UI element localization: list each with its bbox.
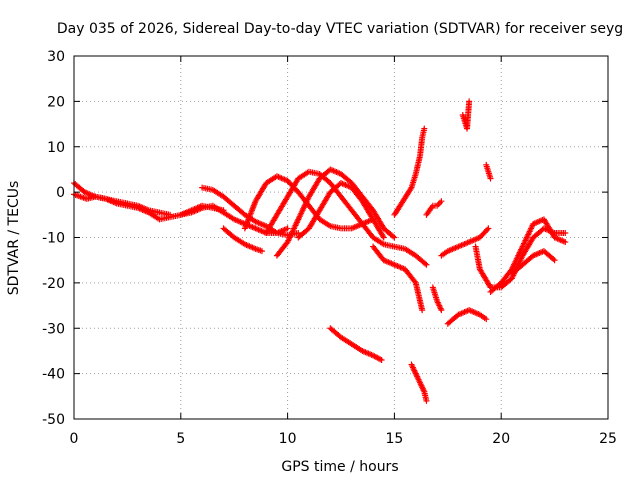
series-arc-10 (327, 325, 385, 364)
y-tick-label: -30 (42, 321, 65, 337)
series-arc-12 (391, 125, 428, 218)
series-arc-19 (483, 161, 494, 182)
series-arc-8 (273, 166, 398, 259)
data-point (167, 211, 174, 218)
y-tick-label: -20 (42, 276, 65, 292)
data-point-fill (550, 256, 557, 263)
data-point-fill (390, 233, 397, 240)
y-tick-label: 30 (47, 49, 65, 65)
data-point-fill (484, 226, 491, 233)
data-point (419, 307, 426, 314)
x-axis-label: GPS time / hours (281, 459, 398, 475)
data-point-fill (486, 283, 493, 290)
series-arc-21 (487, 216, 569, 295)
x-tick-label: 15 (385, 431, 403, 447)
data-point (562, 239, 569, 246)
y-tick-label: 20 (47, 94, 65, 110)
series-arc-11 (370, 243, 426, 314)
x-tick-label: 10 (279, 431, 297, 447)
data-point (378, 357, 385, 364)
data-point (466, 98, 473, 105)
y-tick-label: -10 (42, 231, 65, 247)
data-point (562, 229, 569, 236)
data-point (391, 234, 398, 241)
series-arc-2 (71, 191, 174, 218)
data-point (551, 257, 558, 264)
y-tick-label: -40 (42, 367, 65, 383)
series-arc-15 (429, 284, 445, 314)
series-arc-16 (438, 225, 492, 259)
series-arc-17 (444, 307, 490, 327)
data-point-fill (379, 233, 386, 240)
data-point (423, 397, 430, 404)
x-tick-label: 20 (492, 431, 510, 447)
series-arc-1 (71, 180, 227, 223)
y-tick-label: -50 (42, 412, 65, 428)
data-point (438, 198, 445, 205)
y-tick-label: 0 (56, 185, 65, 201)
ticks-layer: 0 5 10 15 20 25 -50 -40 -30 -20 -10 0 10 20 30 (42, 49, 617, 447)
x-tick-label: 25 (599, 431, 617, 447)
data-point (258, 248, 265, 255)
chart-title: Day 035 of 2026, Sidereal Day-to-day VTE… (57, 21, 623, 37)
data-point (284, 225, 291, 232)
data-point (380, 234, 387, 241)
x-tick-label: 0 (70, 431, 79, 447)
data-point-fill (407, 185, 414, 192)
data-point (438, 307, 445, 314)
data-point (423, 261, 430, 268)
y-tick-label: 10 (47, 140, 65, 156)
series-arc-14 (423, 198, 445, 218)
data-point (487, 175, 494, 182)
series-arc-13 (408, 361, 430, 404)
grid-layer (74, 56, 608, 419)
marks-layer (71, 98, 569, 404)
series-arc-6 (241, 173, 377, 232)
series-arc-18 (459, 98, 473, 132)
data-point (421, 125, 428, 132)
data-point (483, 316, 490, 323)
series-arc-5 (220, 225, 265, 255)
x-tick-label: 5 (176, 431, 185, 447)
data-point (485, 225, 492, 232)
data-point-fill (422, 260, 429, 267)
series-arc-9 (295, 180, 387, 241)
y-axis-label: SDTVAR / TECUs (6, 181, 22, 296)
series-arc-22 (508, 248, 558, 277)
